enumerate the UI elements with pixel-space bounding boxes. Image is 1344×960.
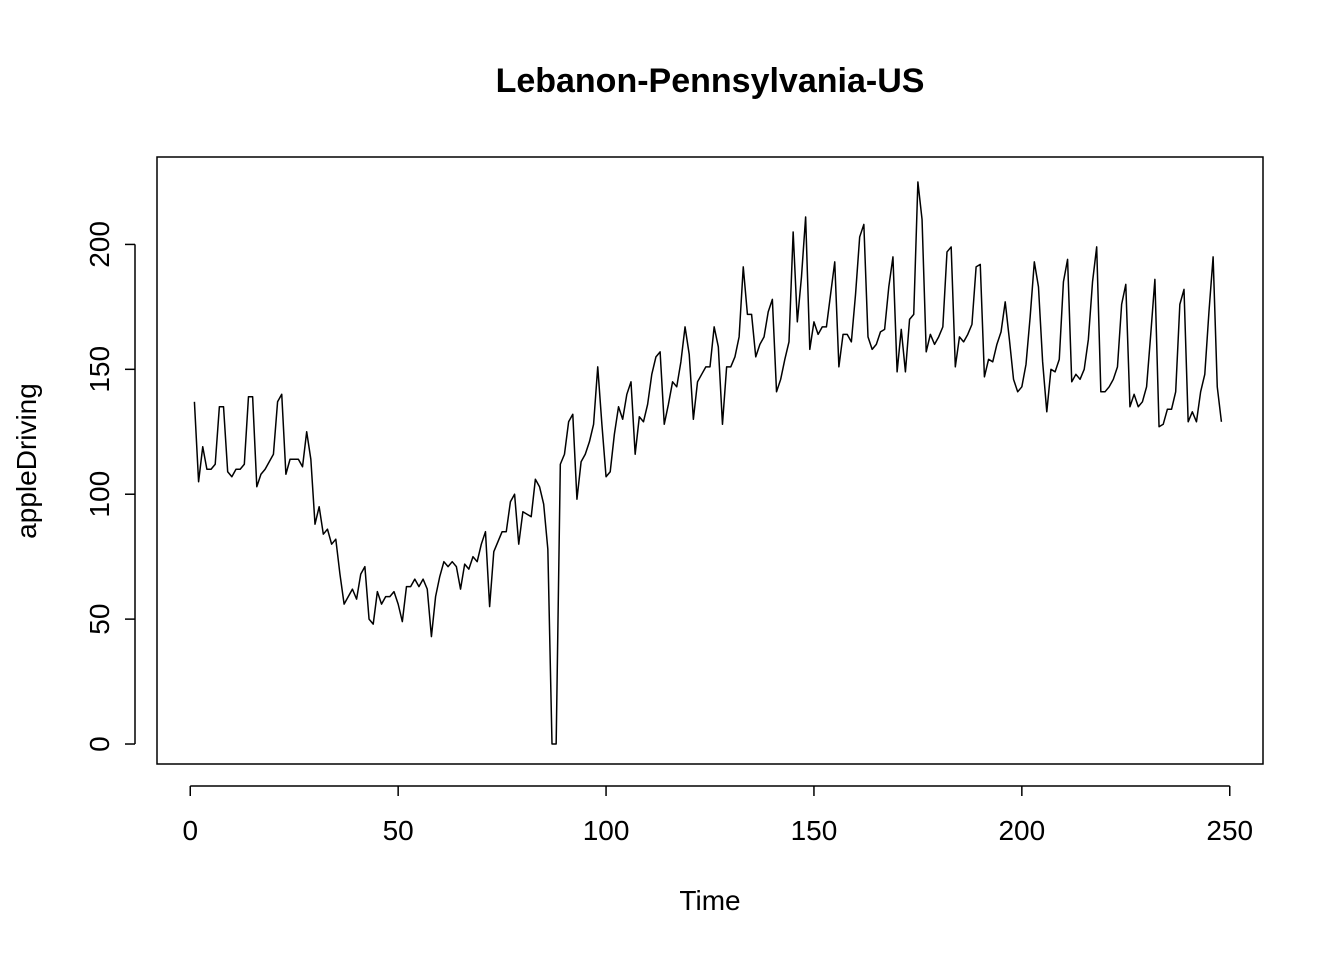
- x-tick-label: 200: [998, 815, 1045, 846]
- y-axis-label: appleDriving: [11, 383, 42, 539]
- y-axis: 0 50 100 150 200: [84, 221, 136, 752]
- plot-frame: [156, 156, 1264, 765]
- y-tick-label: 150: [84, 346, 115, 393]
- x-axis-label: Time: [679, 885, 740, 916]
- y-tick-label: 50: [84, 604, 115, 635]
- y-tick-label: 0: [84, 736, 115, 752]
- series-line: [193, 181, 1223, 745]
- x-tick-label: 0: [182, 815, 198, 846]
- x-tick-label: 250: [1206, 815, 1253, 846]
- x-tick-label: 100: [583, 815, 630, 846]
- x-tick-label: 150: [791, 815, 838, 846]
- x-axis: 0 50 100 150 200 250: [182, 785, 1253, 846]
- x-tick-label: 50: [383, 815, 414, 846]
- y-tick-label: 200: [84, 221, 115, 268]
- chart-title: Lebanon-Pennsylvania-US: [496, 62, 925, 100]
- y-tick-label: 100: [84, 471, 115, 518]
